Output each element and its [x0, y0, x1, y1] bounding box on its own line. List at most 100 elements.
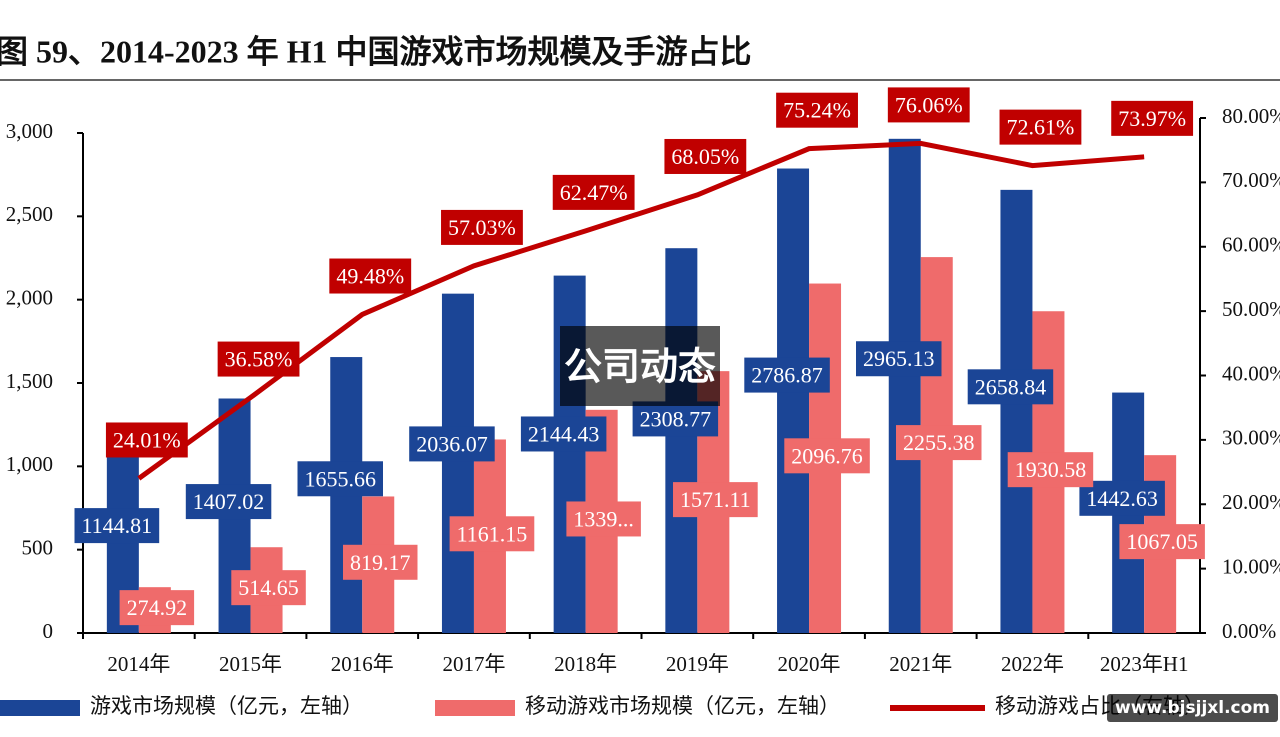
data-label: 76.06%: [895, 92, 963, 117]
data-label: 1655.66: [305, 466, 377, 491]
y-tick-label: 0: [43, 619, 54, 643]
data-label: 1442.63: [1086, 486, 1158, 511]
y-tick-label: 2,500: [6, 202, 53, 226]
y-tick-label: 2,000: [6, 285, 53, 309]
data-label: 1161.15: [457, 521, 528, 546]
legend-swatch: [0, 700, 80, 716]
y2-tick-label: 40.00%: [1222, 361, 1280, 385]
data-label-box: [329, 258, 412, 294]
chart-title: 图 59、2014-2023 年 H1 中国游戏市场规模及手游占比: [0, 33, 752, 69]
data-label-box: [673, 482, 758, 518]
data-label-box: [664, 138, 747, 174]
source-watermark: www.bjsjjxl.com: [1115, 698, 1270, 718]
data-label-box: [967, 369, 1054, 405]
y2-tick-label: 70.00%: [1222, 168, 1280, 192]
x-tick-label: 2017年: [442, 652, 505, 676]
data-label: 1067.05: [1126, 529, 1198, 554]
data-label: 72.61%: [1007, 115, 1075, 140]
source-watermark-box: [1107, 694, 1278, 722]
legend-label: 游戏市场规模（亿元，左轴）: [90, 694, 363, 718]
data-label: 1930.58: [1015, 457, 1087, 482]
data-label: 1571.11: [680, 487, 751, 512]
data-label: 2144.43: [528, 421, 600, 446]
data-label-box: [343, 544, 418, 580]
data-label: 2255.38: [903, 430, 975, 455]
y2-tick-label: 10.00%: [1222, 554, 1280, 578]
data-label-box: [552, 174, 635, 210]
y-tick-label: 1,000: [6, 452, 53, 476]
data-label-box: [1079, 480, 1165, 516]
data-label: 75.24%: [783, 98, 851, 123]
data-label-box: [217, 341, 300, 377]
data-label: 1144.81: [82, 513, 153, 538]
data-label: 2658.84: [975, 374, 1047, 399]
data-label-box: [409, 426, 495, 462]
y-tick-label: 1,500: [6, 369, 53, 393]
data-label-box: [231, 570, 306, 606]
x-tick-label: 2019年: [666, 652, 729, 676]
data-label: 1339...: [573, 506, 634, 531]
x-tick-label: 2022年: [1001, 652, 1064, 676]
watermark: 公司动态: [564, 345, 716, 389]
data-label-box: [105, 422, 188, 458]
data-label-box: [441, 209, 523, 245]
data-label-box: [520, 416, 607, 452]
data-label: 24.01%: [113, 427, 181, 452]
data-label-box: [119, 590, 195, 626]
data-label-box: [1111, 100, 1194, 136]
line: [137, 140, 1145, 481]
data-label-box: [297, 461, 383, 497]
y-tick-label: 500: [22, 535, 54, 559]
legend-label: 移动游戏市场规模（亿元，左轴）: [525, 694, 840, 718]
data-label-box: [74, 508, 160, 544]
data-label: 274.92: [127, 595, 188, 620]
bar: [888, 138, 921, 634]
data-label: 68.05%: [671, 144, 739, 169]
y2-tick-label: 80.00%: [1222, 104, 1280, 128]
watermark-box: [560, 326, 720, 406]
x-tick-label: 2020年: [778, 652, 841, 676]
x-tick-label: 2018年: [554, 652, 617, 676]
data-label: 57.03%: [448, 215, 516, 240]
legend-swatch: [435, 700, 515, 716]
x-tick-label: 2023年H1: [1100, 652, 1189, 676]
data-label-box: [887, 87, 970, 123]
data-label: 2965.13: [863, 346, 935, 371]
y2-tick-label: 30.00%: [1222, 426, 1280, 450]
data-label-box: [566, 501, 641, 537]
data-label: 49.48%: [336, 264, 404, 289]
data-label: 514.65: [238, 575, 299, 600]
data-label-box: [856, 341, 942, 377]
x-tick-label: 2015年: [219, 652, 282, 676]
data-label-box: [449, 516, 535, 552]
bar: [777, 168, 810, 633]
x-tick-label: 2016年: [331, 652, 394, 676]
data-label: 62.47%: [560, 180, 628, 205]
data-label: 2036.07: [416, 431, 488, 456]
data-label: 2786.87: [751, 363, 823, 388]
data-label: 2096.76: [791, 443, 863, 468]
x-tick-label: 2014年: [107, 652, 170, 676]
data-label: 1407.02: [193, 489, 265, 514]
data-label-box: [776, 92, 858, 128]
data-label: 819.17: [350, 550, 411, 575]
data-label-box: [1007, 452, 1094, 488]
y2-tick-label: 60.00%: [1222, 233, 1280, 257]
data-label: 36.58%: [225, 347, 293, 372]
data-label: 2308.77: [640, 406, 712, 431]
y2-tick-label: 0.00%: [1222, 619, 1276, 643]
x-tick-label: 2021年: [889, 652, 952, 676]
bar: [1000, 189, 1033, 634]
y-tick-label: 3,000: [6, 119, 53, 143]
data-label-box: [632, 401, 719, 437]
bar: [441, 293, 474, 633]
data-label-box: [784, 438, 870, 474]
data-label-box: [896, 425, 982, 461]
data-label-box: [185, 484, 272, 520]
bar: [665, 248, 698, 633]
data-label-box: [1119, 524, 1205, 560]
data-label-box: [744, 357, 830, 393]
y2-tick-label: 20.00%: [1222, 490, 1280, 514]
data-label: 73.97%: [1118, 106, 1186, 131]
